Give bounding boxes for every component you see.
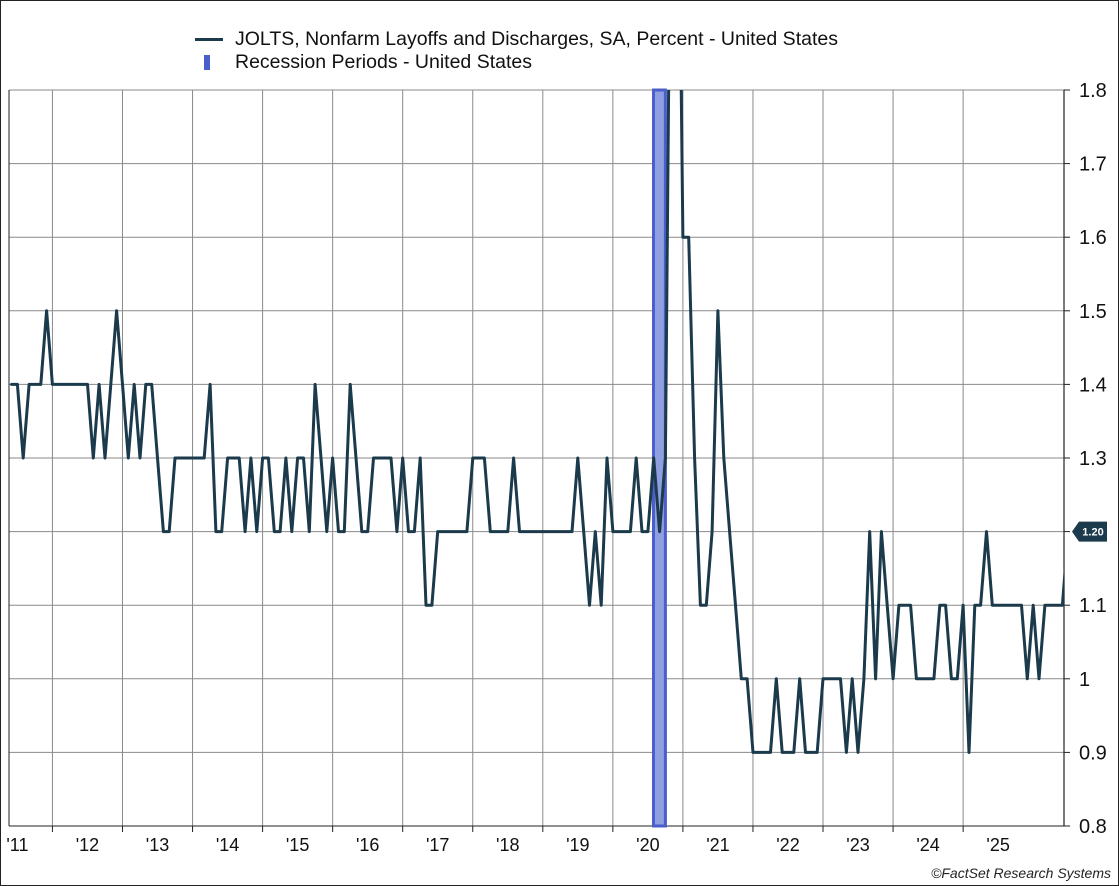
- series-line: [10, 90, 1064, 754]
- x-tick-label: '23: [846, 835, 869, 855]
- x-tick-label: '18: [496, 835, 519, 855]
- x-tick-label: '21: [706, 835, 729, 855]
- x-tick-label: '16: [356, 835, 379, 855]
- recession-swatch-icon: [204, 55, 210, 70]
- y-tick-label: 1: [1079, 669, 1090, 691]
- y-tick-label: 1.7: [1079, 154, 1107, 176]
- last-value-label: 1.20: [1082, 527, 1103, 539]
- last-value-tag: 1.20: [1072, 521, 1107, 542]
- line-swatch-icon: [195, 38, 223, 41]
- x-tick-label: '24: [916, 835, 939, 855]
- legend-item-recession[interactable]: Recession Periods - United States: [195, 51, 838, 74]
- x-tick-label: '25: [986, 835, 1009, 855]
- last-value-badge: [1072, 521, 1107, 542]
- legend-recession-label: Recession Periods - United States: [235, 51, 532, 73]
- x-tick-label: '17: [426, 835, 449, 855]
- x-tick-label: '15: [286, 835, 309, 855]
- y-tick-label: 0.8: [1079, 816, 1107, 838]
- x-tick-label: '20: [636, 835, 659, 855]
- legend: JOLTS, Nonfarm Layoffs and Discharges, S…: [195, 28, 838, 74]
- x-tick-label: '11: [6, 835, 28, 855]
- legend-item-series[interactable]: JOLTS, Nonfarm Layoffs and Discharges, S…: [195, 28, 838, 51]
- y-tick-label: 1.3: [1079, 448, 1107, 470]
- y-tick-label: 1.8: [1079, 80, 1107, 102]
- x-tick-label: '12: [76, 835, 99, 855]
- y-tick-label: 1.1: [1079, 595, 1107, 617]
- y-tick-label: 0.9: [1079, 742, 1107, 764]
- y-tick-label: 1.5: [1079, 301, 1107, 323]
- x-tick-label: '14: [216, 835, 239, 855]
- x-tick-label: '13: [146, 835, 169, 855]
- legend-series-label: JOLTS, Nonfarm Layoffs and Discharges, S…: [235, 28, 838, 50]
- x-tick-label: '19: [566, 835, 589, 855]
- y-tick-label: 1.6: [1079, 227, 1107, 249]
- recession-band: [651, 88, 667, 828]
- source-credit: ©FactSet Research Systems: [931, 865, 1111, 881]
- y-tick-label: 1.4: [1079, 374, 1107, 396]
- x-tick-label: '22: [776, 835, 799, 855]
